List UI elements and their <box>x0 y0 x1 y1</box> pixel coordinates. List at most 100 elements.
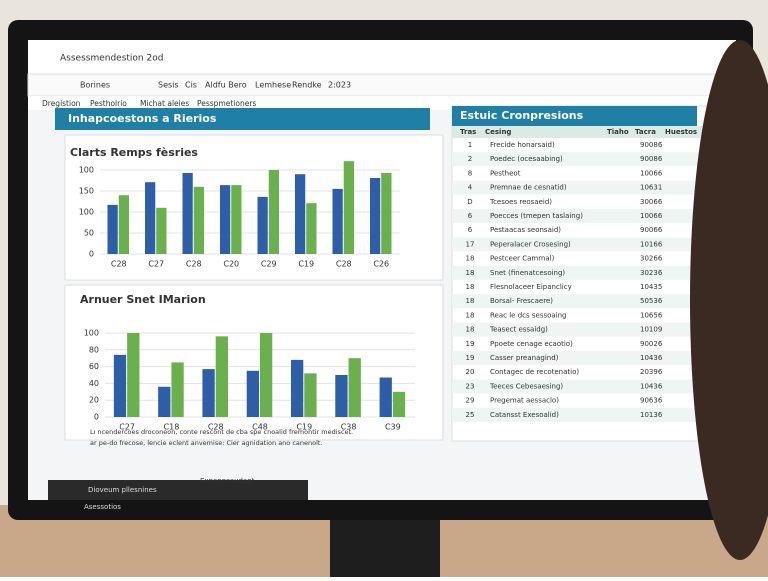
y-tick-label: 80 <box>89 345 99 354</box>
table-cell: Premnae de cesnatid) <box>490 184 567 192</box>
table-cell: 10436 <box>640 382 663 390</box>
right-header-bar <box>452 106 697 126</box>
title-bar <box>28 40 736 74</box>
table-cell: Ppoete cenage ecaotio) <box>490 340 573 348</box>
table-cell: Pregemat aessaclo) <box>490 397 559 405</box>
table-cell: 29 <box>466 397 475 405</box>
toolbar-item: Rendke <box>292 81 322 90</box>
x-tick-label: C26 <box>373 260 389 269</box>
y-tick-label: 100 <box>79 208 94 217</box>
toolbar-item: 2:023 <box>328 81 351 90</box>
bar <box>118 195 129 254</box>
nav-item: Pestholrio <box>90 99 127 108</box>
table-cell: Pestheot <box>490 169 521 177</box>
table-cell: 17 <box>466 240 475 248</box>
bar <box>257 196 268 254</box>
table-cell: Contagec de recotenatio) <box>490 368 579 376</box>
y-tick-label: 150 <box>79 187 94 196</box>
table-cell: Flesnolaceer Eipanclicy <box>490 283 572 291</box>
left-header: Inhapcoestons a Rierios <box>68 112 217 125</box>
table-cell: Catansst Exesoalid) <box>490 411 559 419</box>
y-tick-label: 50 <box>84 229 94 238</box>
table-cell: 30266 <box>640 255 663 263</box>
table-cell: 30236 <box>640 269 663 277</box>
table-cell: 2 <box>468 155 472 163</box>
table-row-bg <box>452 379 727 394</box>
table-cell: 19 <box>466 354 475 362</box>
bar <box>392 391 406 417</box>
table-cell: 18 <box>466 269 475 277</box>
chart-title: Clarts Remps fèsries <box>70 146 198 159</box>
taskbar-label: Asessotios <box>84 503 121 511</box>
bar <box>370 177 381 254</box>
bar <box>107 204 118 254</box>
table-cell: Reac le dcs sessoaing <box>490 311 567 319</box>
chart-title: Arnuer Snet IMarion <box>80 293 206 306</box>
bar <box>291 359 304 417</box>
column-header: Huestos <box>665 128 697 136</box>
bar <box>156 207 167 254</box>
nav-item: Dregistion <box>42 99 81 108</box>
table-cell: D <box>467 198 472 206</box>
table-cell: 10109 <box>640 326 662 334</box>
y-tick-label: 0 <box>94 413 99 422</box>
table-cell: Borsal- Frescaere) <box>490 297 553 305</box>
window-title: Assessmendestion 2od <box>60 54 163 64</box>
table-cell: 19 <box>466 340 475 348</box>
table-cell: 23 <box>466 382 475 390</box>
bar <box>379 377 392 417</box>
table-row-bg <box>452 265 727 280</box>
table-cell: 50536 <box>640 297 663 305</box>
table-cell: 8 <box>468 169 472 177</box>
y-tick-label: 20 <box>89 396 99 405</box>
footnote: ar pe-do frecose, lencie eclent anvemise… <box>90 439 323 447</box>
table-cell: 10066 <box>640 169 663 177</box>
bar <box>127 333 140 417</box>
table-cell: 90636 <box>640 397 663 405</box>
person-silhouette <box>690 40 768 560</box>
table-cell: 10066 <box>640 212 663 220</box>
bar <box>332 188 343 254</box>
table-header <box>452 126 727 138</box>
table-cell: 4 <box>468 184 473 192</box>
table-cell: Teeces Cebesaesing) <box>489 382 563 390</box>
bar <box>182 172 193 254</box>
toolbar-item: Lemhese <box>255 81 291 90</box>
table-row-bg <box>452 294 727 309</box>
table-cell: Casser preanagind) <box>490 354 559 362</box>
bar <box>145 182 156 254</box>
table-cell: Tcesoes reosaeid) <box>489 198 552 206</box>
table-cell: Frecide honarsaid) <box>490 141 555 149</box>
y-tick-label: 100 <box>84 329 99 338</box>
table-cell: 10436 <box>640 354 663 362</box>
table-row-bg <box>452 152 727 167</box>
x-tick-label: C28 <box>186 260 202 269</box>
table-cell: 30066 <box>640 198 663 206</box>
table-cell: Poecces (tmepen taslaing) <box>490 212 583 220</box>
table-cell: 25 <box>466 411 475 419</box>
x-tick-label: C27 <box>119 423 135 432</box>
table-cell: 18 <box>466 255 475 263</box>
bar <box>343 161 354 254</box>
x-tick-label: C28 <box>336 260 352 269</box>
table-cell: Poedec (ocesaabing) <box>490 155 563 163</box>
x-tick-label: C39 <box>385 423 401 432</box>
column-header: Tiaho <box>607 128 629 136</box>
table-cell: Teasect essaidg) <box>489 326 548 334</box>
table-cell: 18 <box>466 311 475 319</box>
table-row-bg <box>452 180 727 195</box>
table-cell: 10166 <box>640 240 663 248</box>
table-cell: 20 <box>466 368 475 376</box>
nav-item: Pesspmetioners <box>197 99 256 108</box>
table-cell: 90086 <box>640 155 663 163</box>
bar <box>295 174 306 254</box>
taskbar-label: Exnepnsaudant <box>200 477 255 485</box>
taskbar <box>48 480 308 500</box>
column-header: Tras <box>460 128 476 136</box>
table-cell: 18 <box>466 297 475 305</box>
bar <box>113 354 127 417</box>
table-row-bg <box>452 209 727 223</box>
bar <box>246 370 259 417</box>
x-tick-label: C29 <box>261 260 277 269</box>
